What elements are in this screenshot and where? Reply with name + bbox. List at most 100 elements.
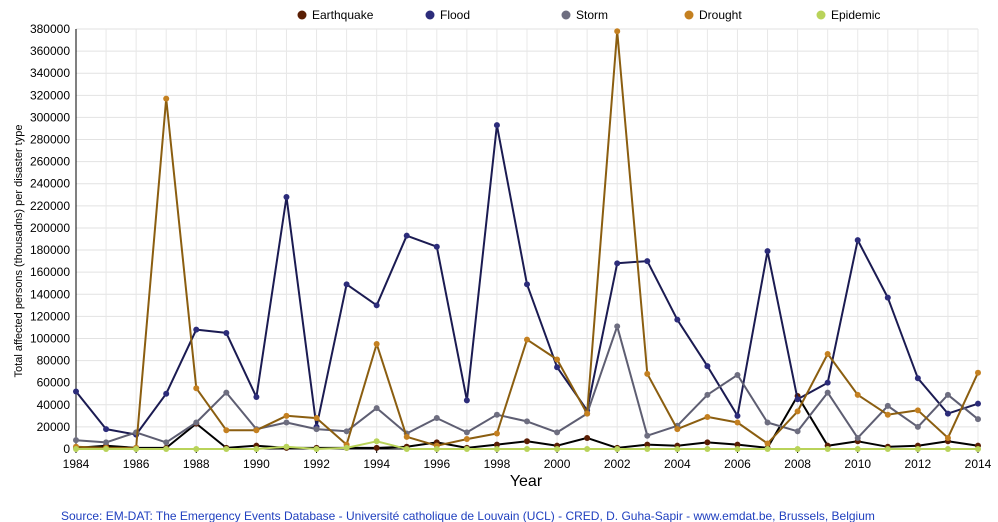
data-point-epidemic[interactable] [463,446,470,452]
legend-item-flood[interactable]: Flood [425,8,471,22]
data-point-flood[interactable] [493,122,500,129]
data-point-flood[interactable] [223,329,230,336]
data-point-flood[interactable] [343,281,350,288]
data-point-epidemic[interactable] [313,446,320,452]
data-point-flood[interactable] [704,363,711,370]
data-point-epidemic[interactable] [884,446,891,452]
data-point-storm[interactable] [644,432,651,439]
data-point-epidemic[interactable] [734,446,741,452]
data-point-drought[interactable] [373,341,380,347]
data-point-drought[interactable] [403,433,410,440]
data-point-drought[interactable] [704,413,711,420]
data-point-epidemic[interactable] [373,438,380,445]
data-point-flood[interactable] [554,364,561,371]
data-point-storm[interactable] [223,389,230,396]
data-point-drought[interactable] [283,412,290,419]
data-point-flood[interactable] [914,375,921,382]
data-point-epidemic[interactable] [674,446,681,452]
data-point-epidemic[interactable] [253,446,260,452]
data-point-epidemic[interactable] [554,446,561,452]
data-point-drought[interactable] [884,411,891,418]
data-point-drought[interactable] [463,436,470,443]
data-point-drought[interactable] [764,440,771,447]
data-point-storm[interactable] [163,439,170,446]
data-point-storm[interactable] [794,428,801,435]
data-point-flood[interactable] [283,194,290,200]
data-point-flood[interactable] [373,302,380,309]
data-point-epidemic[interactable] [764,446,771,452]
data-point-storm[interactable] [824,389,831,396]
data-point-flood[interactable] [463,397,470,404]
data-point-storm[interactable] [554,429,561,436]
data-point-flood[interactable] [103,426,110,433]
data-point-flood[interactable] [854,237,861,244]
data-point-storm[interactable] [73,437,79,444]
data-point-epidemic[interactable] [944,446,951,452]
data-point-earthquake[interactable] [644,441,651,448]
data-point-earthquake[interactable] [373,444,380,451]
data-point-flood[interactable] [614,260,621,267]
data-point-drought[interactable] [614,28,621,35]
data-point-earthquake[interactable] [704,439,711,446]
data-point-drought[interactable] [524,336,530,343]
data-point-storm[interactable] [313,426,320,433]
data-point-storm[interactable] [614,323,621,330]
data-point-epidemic[interactable] [614,446,621,452]
data-point-flood[interactable] [433,243,440,250]
data-point-storm[interactable] [433,415,440,422]
data-point-storm[interactable] [734,371,741,378]
data-point-epidemic[interactable] [133,446,140,452]
data-point-epidemic[interactable] [584,446,591,452]
data-point-flood[interactable] [73,388,79,395]
data-point-drought[interactable] [824,350,831,357]
data-point-storm[interactable] [884,402,891,409]
data-point-drought[interactable] [914,407,921,414]
data-point-epidemic[interactable] [343,444,350,451]
data-point-drought[interactable] [253,427,260,434]
legend-item-earthquake[interactable]: Earthquake [297,8,374,22]
data-point-epidemic[interactable] [223,446,230,452]
data-point-flood[interactable] [163,390,170,397]
data-point-drought[interactable] [493,430,500,437]
data-point-drought[interactable] [163,95,170,102]
data-point-drought[interactable] [644,370,651,377]
data-point-drought[interactable] [975,369,981,376]
data-point-flood[interactable] [944,410,951,417]
data-point-epidemic[interactable] [524,446,530,452]
data-point-storm[interactable] [373,405,380,412]
legend-item-drought[interactable]: Drought [684,8,743,22]
data-point-drought[interactable] [584,410,591,417]
data-point-drought[interactable] [674,426,681,433]
data-point-flood[interactable] [975,400,981,407]
data-point-epidemic[interactable] [403,446,410,452]
data-point-drought[interactable] [223,427,230,434]
data-point-earthquake[interactable] [524,438,530,445]
data-point-drought[interactable] [944,434,951,441]
data-point-epidemic[interactable] [975,446,981,452]
data-point-storm[interactable] [283,419,290,426]
data-point-epidemic[interactable] [163,446,170,452]
data-point-epidemic[interactable] [914,446,921,452]
data-point-storm[interactable] [764,419,771,426]
data-point-epidemic[interactable] [283,443,290,450]
data-point-epidemic[interactable] [824,446,831,452]
data-point-flood[interactable] [884,294,891,301]
data-point-flood[interactable] [824,379,831,386]
data-point-flood[interactable] [193,326,200,333]
data-point-drought[interactable] [854,391,861,398]
data-point-flood[interactable] [524,281,530,288]
data-point-epidemic[interactable] [193,446,200,452]
data-point-storm[interactable] [975,416,981,423]
data-point-storm[interactable] [944,391,951,398]
data-point-flood[interactable] [403,232,410,239]
legend-item-storm[interactable]: Storm [561,8,609,22]
data-point-flood[interactable] [253,394,260,401]
data-point-flood[interactable] [764,248,771,255]
data-point-storm[interactable] [914,423,921,430]
data-point-epidemic[interactable] [433,446,440,452]
data-point-epidemic[interactable] [854,446,861,452]
data-point-drought[interactable] [794,408,801,415]
data-point-flood[interactable] [644,258,651,265]
data-point-epidemic[interactable] [103,446,110,452]
data-point-epidemic[interactable] [73,446,79,452]
